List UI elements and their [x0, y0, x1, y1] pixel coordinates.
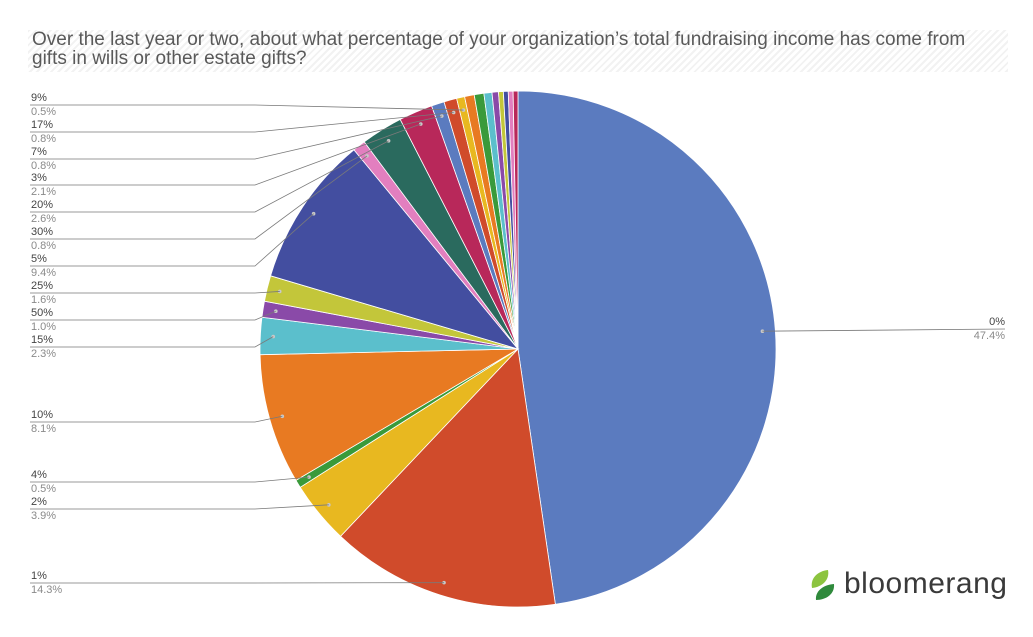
leader-dot — [271, 334, 276, 339]
leader-line — [30, 213, 314, 267]
slice-labels: 0% 47.4% 1% 14.3% 2% 3.9% 4% 0.5% 10% 8.1% 15% 2.3%… — [31, 92, 1005, 596]
leader-line — [30, 310, 276, 321]
leader-dot — [440, 114, 444, 118]
leader-line — [30, 336, 274, 348]
slice-category-label: 20% — [31, 199, 53, 211]
slice-percent-label: 14.3% — [31, 584, 62, 596]
title-background — [28, 30, 1008, 72]
leader-line — [762, 328, 1006, 332]
leader-dot — [451, 110, 456, 115]
slice-percent-label: 0.5% — [31, 106, 56, 118]
pie-slice-10pct — [259, 348, 520, 481]
slice-category-label: 3% — [31, 172, 47, 184]
slice-percent-label: 1.0% — [31, 321, 56, 333]
logo-text: bloomerang — [844, 567, 1008, 600]
slice-percent-label: 9.4% — [31, 267, 56, 279]
slice-percent-label: 2.1% — [31, 186, 56, 198]
pie-slice-unlabeled-22 — [512, 90, 519, 350]
pie-slice-0pct — [517, 90, 777, 605]
leader-line — [30, 115, 442, 160]
leader-line — [30, 291, 280, 294]
slice-category-label: 10% — [31, 409, 53, 421]
leader-line — [30, 504, 329, 510]
slice-percent-label: 2.3% — [31, 348, 56, 360]
slice-category-label: 25% — [31, 280, 53, 292]
leader-lines — [30, 104, 1006, 585]
leader-line — [30, 415, 283, 423]
slice-percent-label: 47.4% — [974, 330, 1005, 342]
slice-category-label: 7% — [31, 146, 47, 158]
leader-dot — [442, 580, 446, 585]
slice-percent-label: 2.6% — [31, 213, 56, 225]
pie-slices — [259, 90, 777, 608]
slice-category-label: 5% — [31, 253, 47, 265]
slice-percent-label: 0.5% — [31, 483, 56, 495]
leader-line — [30, 155, 368, 240]
pie-slice-5pct — [270, 149, 520, 350]
bloomerang-logo: bloomerang — [808, 566, 1008, 606]
leaf-icon — [811, 570, 835, 600]
leader-dot — [274, 309, 278, 313]
pie-slice-1pct — [339, 348, 556, 608]
slice-percent-label: 3.9% — [31, 510, 56, 522]
leader-line — [30, 140, 389, 213]
slice-category-label: 4% — [31, 469, 47, 481]
slice-percent-label: 0.8% — [31, 160, 56, 172]
leader-line — [30, 112, 454, 133]
leader-dot — [307, 475, 311, 479]
slice-category-label: 2% — [31, 496, 47, 508]
slice-category-label: 50% — [31, 307, 53, 319]
slice-percent-label: 0.8% — [31, 133, 56, 145]
leader-line — [30, 476, 310, 483]
slice-category-label: 15% — [31, 334, 53, 346]
slice-percent-label: 8.1% — [31, 423, 56, 435]
leader-line — [30, 104, 464, 111]
leader-line — [30, 123, 421, 186]
slice-percent-label: 0.8% — [31, 240, 56, 252]
slice-category-label: 30% — [31, 226, 53, 238]
slice-category-label: 17% — [31, 119, 53, 131]
leader-dot — [461, 108, 466, 112]
leader-dot — [419, 122, 423, 126]
leader-dot — [386, 139, 391, 143]
chart-title: Over the last year or two, about what pe… — [32, 29, 966, 69]
slice-category-label: 0% — [989, 316, 1005, 328]
slice-percent-label: 1.6% — [31, 294, 56, 306]
slice-category-label: 1% — [31, 570, 47, 582]
slice-category-label: 9% — [31, 92, 47, 104]
